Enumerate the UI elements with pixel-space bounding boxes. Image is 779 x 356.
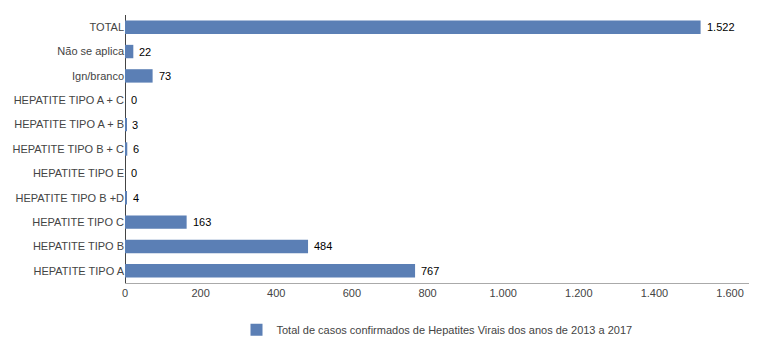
svg-text:0: 0 bbox=[122, 287, 128, 299]
svg-text:200: 200 bbox=[191, 287, 209, 299]
svg-text:767: 767 bbox=[421, 265, 439, 277]
svg-text:484: 484 bbox=[314, 240, 332, 252]
svg-text:HEPATITE TIPO B + C: HEPATITE TIPO B + C bbox=[12, 143, 124, 155]
svg-text:600: 600 bbox=[343, 287, 361, 299]
svg-text:HEPATITE TIPO E: HEPATITE TIPO E bbox=[33, 167, 124, 179]
svg-text:Ign/branco: Ign/branco bbox=[72, 70, 124, 82]
svg-text:Não se aplica: Não se aplica bbox=[57, 45, 125, 57]
svg-text:1.200: 1.200 bbox=[565, 287, 593, 299]
svg-text:73: 73 bbox=[159, 70, 171, 82]
svg-text:400: 400 bbox=[267, 287, 285, 299]
svg-text:22: 22 bbox=[139, 46, 151, 58]
svg-text:HEPATITE TIPO A: HEPATITE TIPO A bbox=[34, 265, 125, 277]
svg-text:0: 0 bbox=[131, 94, 137, 106]
svg-text:HEPATITE TIPO A + C: HEPATITE TIPO A + C bbox=[14, 94, 124, 106]
svg-text:163: 163 bbox=[193, 216, 211, 228]
svg-text:Total de casos confirmados de: Total de casos confirmados de Hepatites … bbox=[277, 324, 633, 336]
svg-text:HEPATITE TIPO A + B: HEPATITE TIPO A + B bbox=[14, 118, 124, 130]
svg-text:TOTAL: TOTAL bbox=[90, 21, 124, 33]
svg-text:6: 6 bbox=[133, 143, 139, 155]
svg-text:4: 4 bbox=[133, 192, 139, 204]
svg-text:1.000: 1.000 bbox=[489, 287, 517, 299]
svg-text:1.400: 1.400 bbox=[641, 287, 669, 299]
svg-text:0: 0 bbox=[131, 167, 137, 179]
svg-text:HEPATITE TIPO B: HEPATITE TIPO B bbox=[33, 240, 124, 252]
svg-text:HEPATITE TIPO B +D: HEPATITE TIPO B +D bbox=[16, 192, 125, 204]
svg-text:1.522: 1.522 bbox=[707, 21, 735, 33]
svg-text:1.600: 1.600 bbox=[716, 287, 744, 299]
svg-text:3: 3 bbox=[132, 119, 138, 131]
svg-text:800: 800 bbox=[418, 287, 436, 299]
svg-text:HEPATITE TIPO C: HEPATITE TIPO C bbox=[32, 216, 124, 228]
